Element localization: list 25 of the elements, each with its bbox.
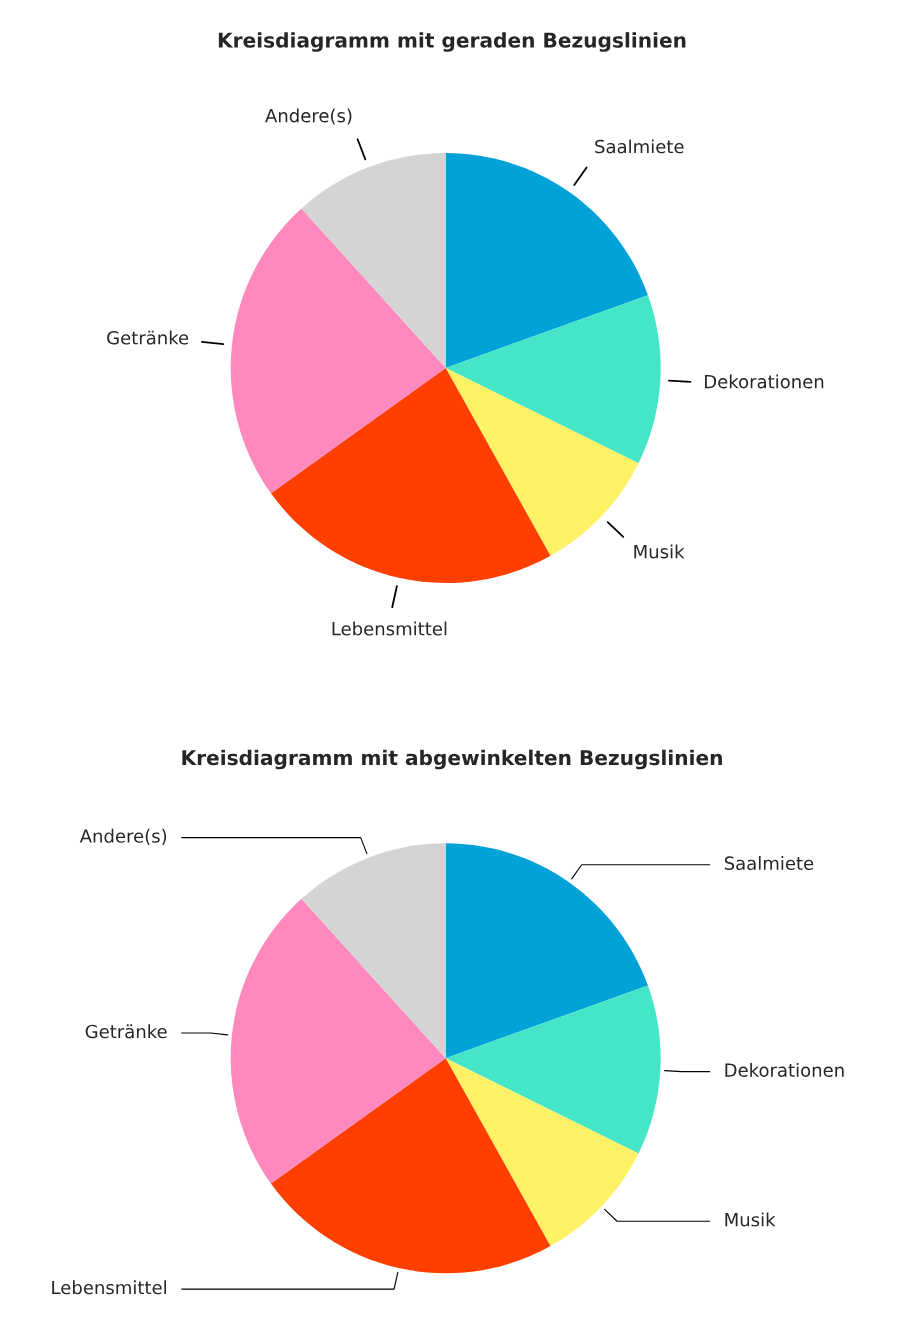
slice-label: Andere(s) — [79, 828, 167, 845]
pie-slice — [230, 898, 446, 1184]
pie-slice — [270, 1058, 551, 1274]
slice-label: Dekorationen — [705, 374, 824, 389]
pie-slice — [445, 1058, 639, 1247]
slice-label: Musik — [725, 1212, 776, 1227]
slice-label: Andere(s) — [265, 108, 352, 125]
pie-slice — [270, 368, 551, 583]
slice-label: Getränke — [85, 1024, 167, 1039]
chart-title: Kreisdiagramm mit geraden Bezugslinien — [218, 32, 686, 52]
pie-slice — [445, 843, 648, 1059]
pie-slice — [445, 985, 661, 1154]
slice-label: Lebensmittel — [52, 1280, 166, 1295]
slice-label: Musik — [634, 544, 685, 559]
pie-slice — [445, 153, 648, 368]
slice-label: Lebensmittel — [332, 621, 447, 636]
pie-slice — [301, 843, 446, 1059]
chart-title: Kreisdiagramm mit abgewinkelten Bezugslinien — [182, 749, 722, 770]
pie-slice — [301, 153, 446, 368]
slice-label: Saalmiete — [595, 139, 684, 154]
slice-label: Saalmiete — [724, 856, 814, 871]
pie-slice — [230, 208, 446, 494]
slice-label: Dekorationen — [725, 1062, 844, 1077]
pie-slice — [445, 295, 661, 464]
slice-label: Getränke — [107, 330, 189, 345]
